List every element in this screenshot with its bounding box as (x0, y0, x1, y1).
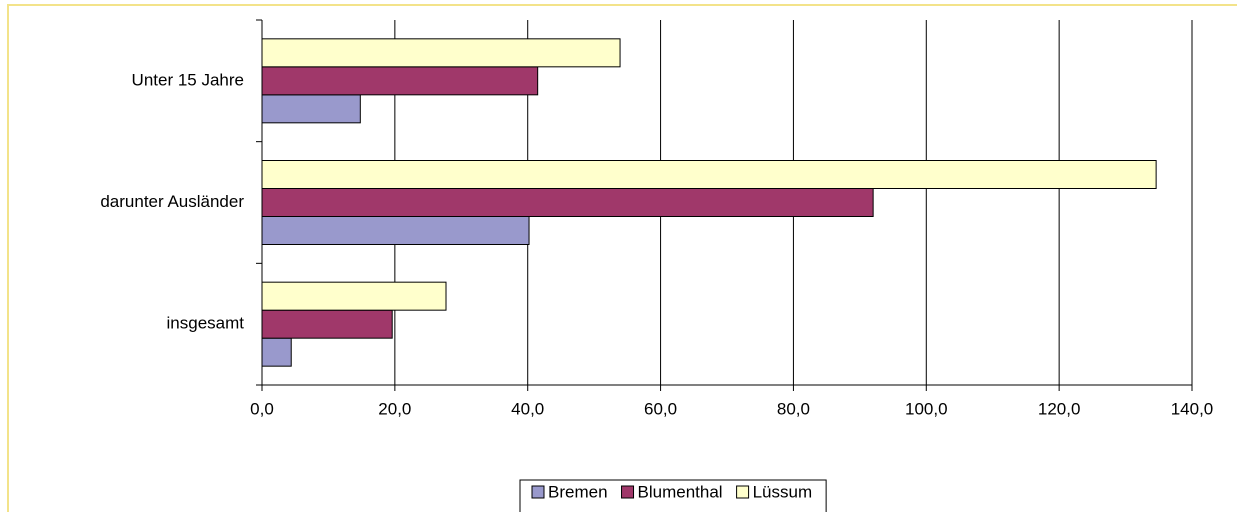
bar (261, 66, 539, 96)
x-tick-label: 0,0 (250, 399, 274, 418)
bar (261, 337, 292, 367)
x-tick-label: 120,0 (1038, 399, 1081, 418)
x-tick-label: 140,0 (1171, 399, 1214, 418)
x-tick-label: 80,0 (777, 399, 810, 418)
legend-label: Bremen (548, 482, 608, 501)
x-tick-label: 40,0 (511, 399, 544, 418)
legend-swatch (621, 485, 635, 499)
bar (261, 281, 447, 311)
bar (261, 38, 621, 68)
x-tick-label: 100,0 (905, 399, 948, 418)
y-tick-label: Unter 15 Jahre (132, 70, 244, 89)
legend-box (519, 479, 827, 512)
legend-swatch (531, 485, 545, 499)
legend-label: Blumenthal (638, 482, 723, 501)
legend-label: Lüssum (753, 482, 813, 501)
x-tick-label: 20,0 (378, 399, 411, 418)
y-tick-label: insgesamt (167, 314, 245, 333)
x-tick-label: 60,0 (644, 399, 677, 418)
bar (261, 309, 393, 339)
bar (261, 94, 361, 124)
chart-border (7, 4, 1237, 512)
legend-swatch (736, 485, 750, 499)
bar (261, 216, 530, 245)
bar (261, 160, 1157, 189)
bar (261, 188, 874, 217)
y-tick-label: darunter Ausländer (100, 192, 244, 211)
